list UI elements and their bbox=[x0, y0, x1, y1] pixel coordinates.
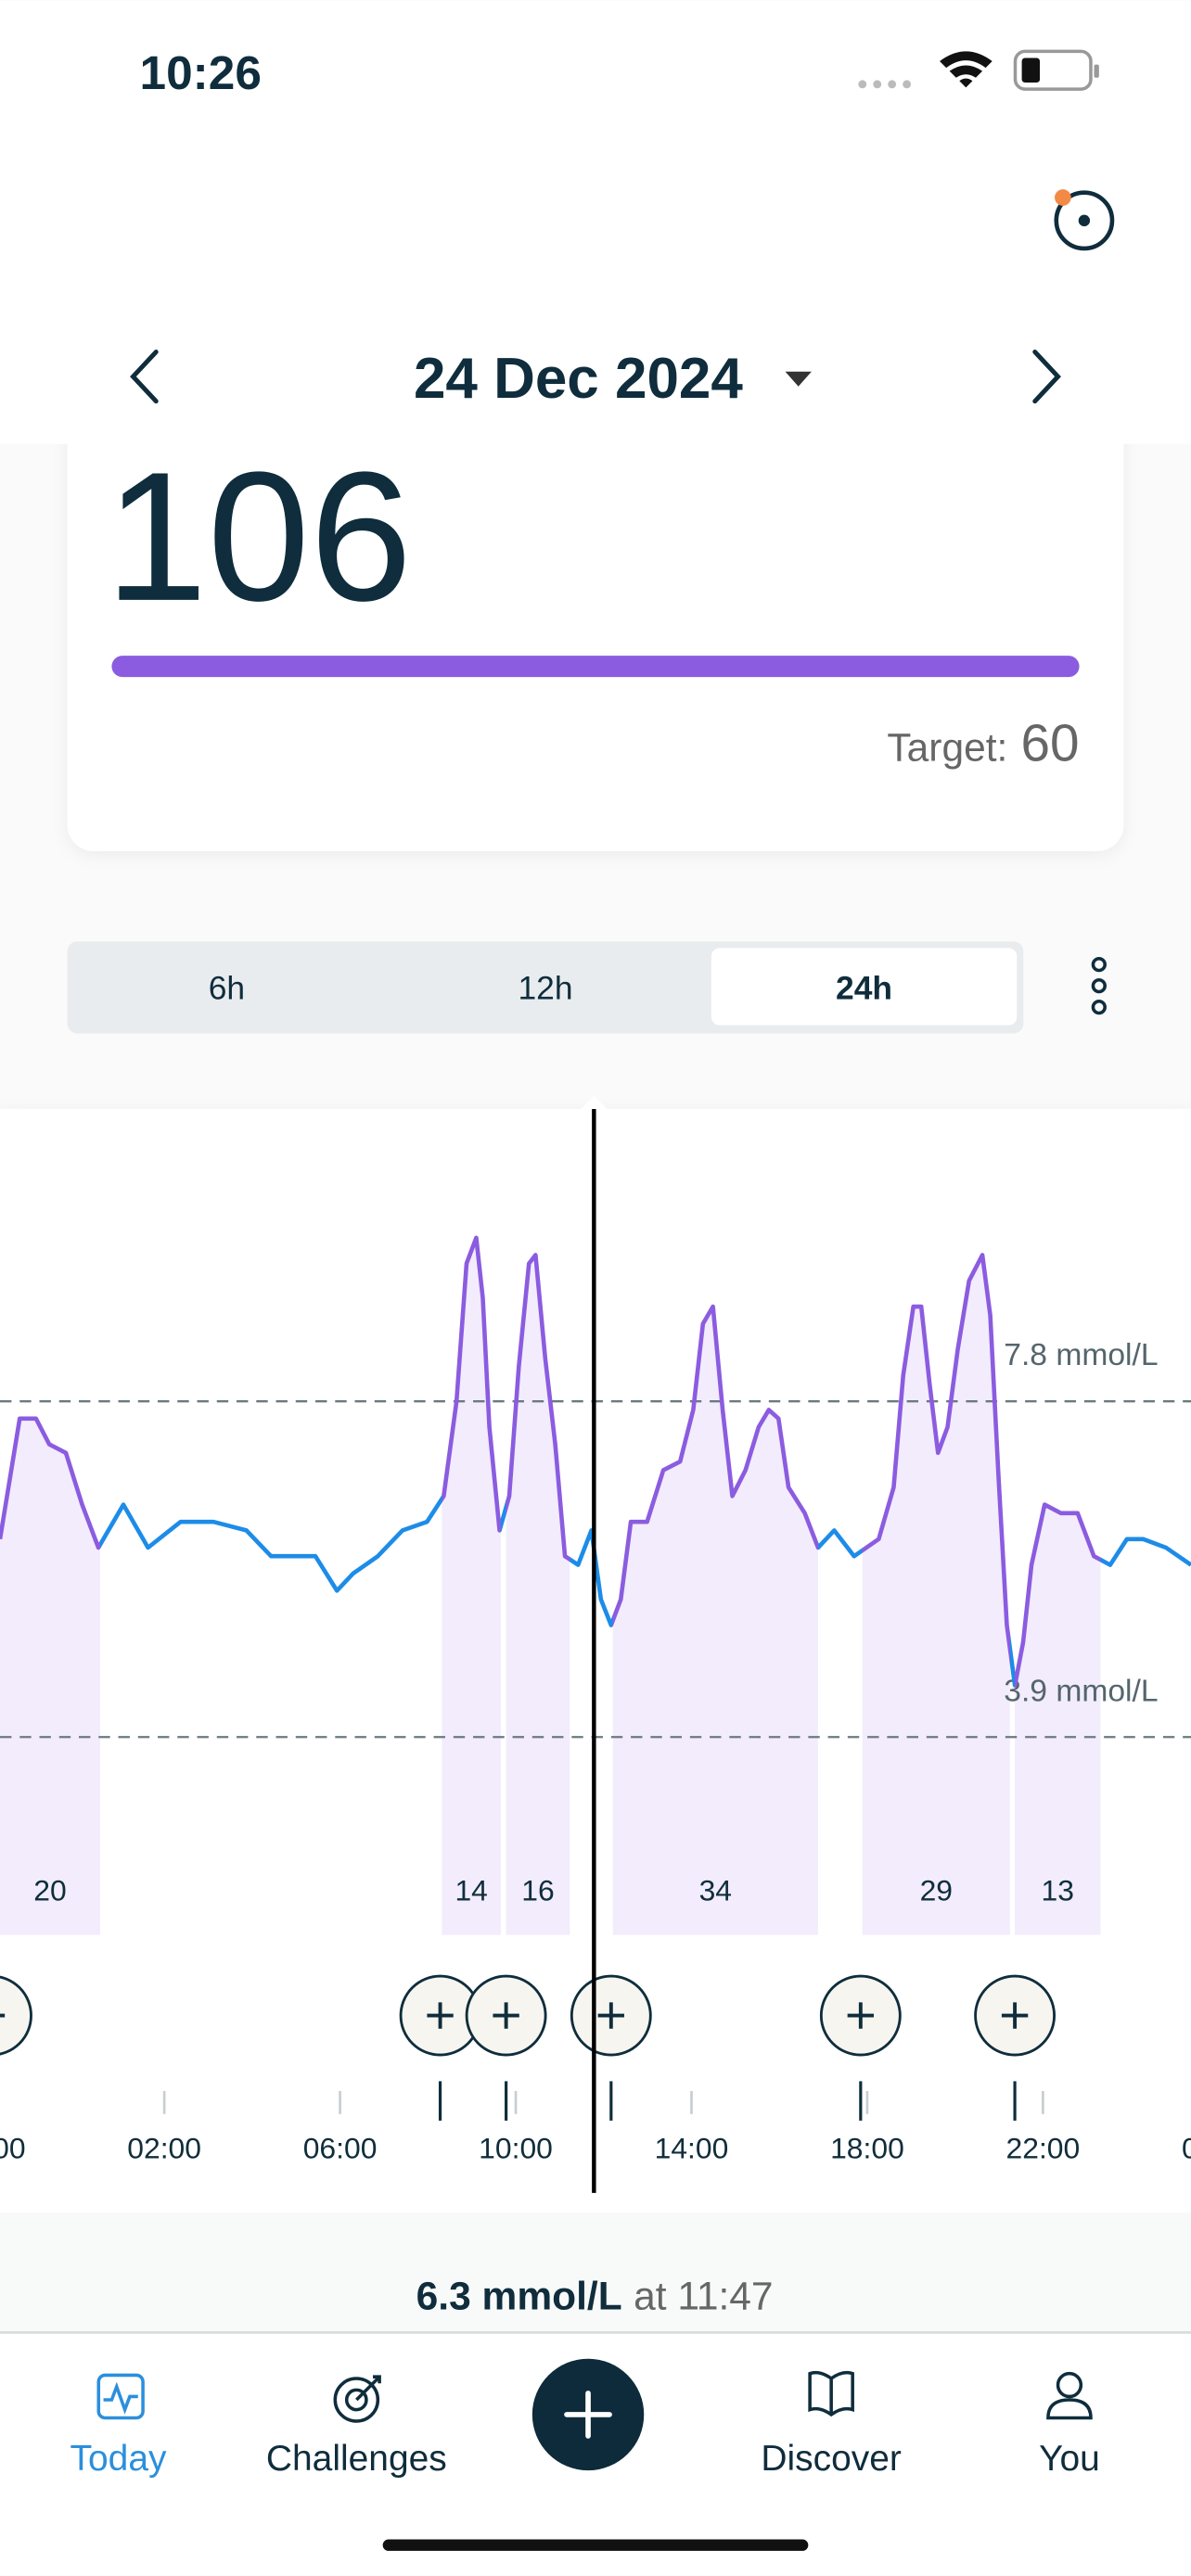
range-tab[interactable]: 12h bbox=[518, 969, 572, 1006]
selected-tab bbox=[711, 948, 1018, 1026]
region-score: 16 bbox=[521, 1874, 554, 1907]
reading-bar bbox=[0, 2213, 1191, 2333]
nav-label[interactable]: You bbox=[1039, 2439, 1100, 2479]
nav-label[interactable]: Today bbox=[70, 2439, 167, 2479]
x-tick-label: 14:00 bbox=[655, 2132, 729, 2165]
add-button[interactable] bbox=[531, 2358, 645, 2471]
summary-value: 106 bbox=[105, 434, 412, 640]
region-score: 29 bbox=[920, 1874, 953, 1907]
x-tick-label: 22:00 bbox=[0, 2132, 26, 2165]
region-score: 14 bbox=[455, 1874, 487, 1907]
current-reading: 6.3 mmol/L at 11:47 bbox=[416, 2276, 774, 2319]
meal-region bbox=[1015, 1504, 1101, 1935]
reference-label: 7.8 mmol/L bbox=[1004, 1338, 1158, 1372]
chart: 20 14 16 34 29 13 7.8 mmol/L 3.9 mmol/L 22:00 02:… bbox=[0, 1095, 1191, 2213]
nav-label[interactable]: Discover bbox=[761, 2439, 902, 2479]
add-event-button[interactable] bbox=[570, 1974, 652, 2057]
range-tab[interactable]: 24h bbox=[836, 969, 892, 1006]
status-time: 10:26 bbox=[140, 46, 262, 99]
region-score: 34 bbox=[699, 1874, 732, 1907]
meal-region bbox=[506, 1255, 570, 1935]
next-day-button[interactable] bbox=[1032, 350, 1061, 404]
home-indicator bbox=[382, 2539, 809, 2551]
target: Target: 60 bbox=[887, 714, 1079, 772]
progress-bar bbox=[111, 656, 1080, 678]
reference-label: 3.9 mmol/L bbox=[1004, 1674, 1158, 1708]
x-tick-label: 02:00 bbox=[1182, 2132, 1191, 2165]
meal-region bbox=[612, 1307, 818, 1935]
x-tick-label: 06:00 bbox=[303, 2132, 378, 2165]
region-score: 20 bbox=[33, 1874, 66, 1907]
x-tick-label: 18:00 bbox=[830, 2132, 904, 2165]
x-tick-label: 10:00 bbox=[479, 2132, 553, 2165]
meal-region bbox=[0, 1418, 100, 1935]
nav-label[interactable]: Challenges bbox=[266, 2439, 447, 2479]
summary-card bbox=[67, 362, 1124, 851]
nav-today[interactable]: Today bbox=[70, 2373, 167, 2479]
date-title[interactable]: 24 Dec 2024 bbox=[414, 347, 743, 411]
add-event-button[interactable] bbox=[819, 1974, 902, 2057]
prev-day-button[interactable] bbox=[130, 350, 159, 404]
date-dropdown[interactable] bbox=[785, 371, 812, 387]
status-icons bbox=[858, 49, 1099, 91]
x-tick-label: 02:00 bbox=[127, 2132, 201, 2165]
settings-button[interactable] bbox=[1054, 189, 1115, 251]
add-event-button[interactable] bbox=[0, 1975, 32, 2056]
more-button[interactable] bbox=[1091, 956, 1107, 1015]
glucose-line bbox=[0, 1235, 1191, 1688]
region-score: 13 bbox=[1042, 1874, 1074, 1907]
nav-discover[interactable]: Discover bbox=[761, 2370, 902, 2480]
add-event-button[interactable] bbox=[465, 1974, 547, 2057]
header bbox=[0, 0, 1191, 444]
nav-challenges[interactable]: Challenges bbox=[266, 2375, 447, 2479]
range-tab[interactable]: 6h bbox=[209, 969, 245, 1006]
x-tick-label: 22:00 bbox=[1006, 2132, 1081, 2165]
nav-you[interactable]: You bbox=[1039, 2371, 1100, 2479]
add-event-button[interactable] bbox=[974, 1974, 1056, 2057]
